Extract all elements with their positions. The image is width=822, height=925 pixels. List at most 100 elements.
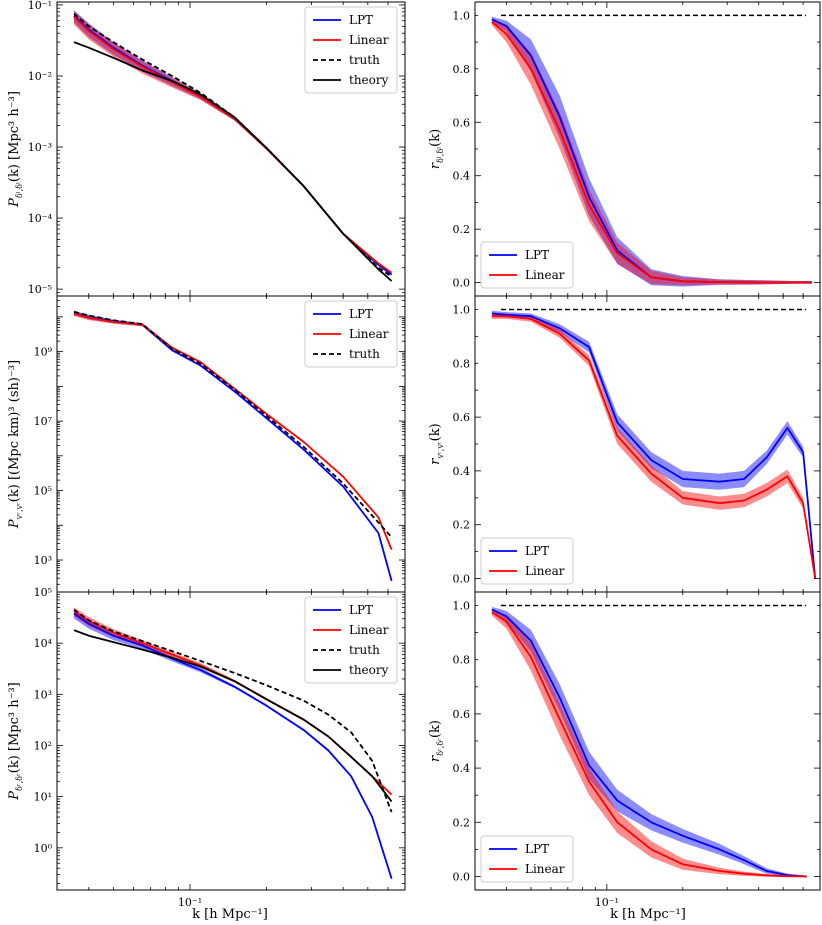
y-axis-label: Pδˡ,δˡ(k) [Mpc³ h⁻³]: [7, 91, 24, 208]
panel-power-rsd: 10⁻¹ 10⁵ 10⁴ 10³ 10² 10¹ 10⁰ Pδʳ,δʳ(k) [Mpc³ h⁻…: [7, 586, 406, 909]
legend-label-theory: theory: [349, 663, 389, 677]
panel-corr-rsd: 10⁻¹ 0.0 0.2 0.4 0.6 0.8 1.0 rδʳ,δʳ(k) LPT Linear: [428, 591, 821, 909]
legend-label-truth: truth: [349, 347, 380, 361]
y-tick-label: 0.0: [453, 277, 471, 290]
legend-label-lpt: LPT: [525, 248, 549, 262]
plot-area-corr-delta: [491, 14, 812, 287]
band-lpt: [74, 609, 392, 880]
y-axis-label: rδʳ,δʳ(k): [428, 720, 445, 762]
y-tick-label: 10⁵: [34, 586, 52, 599]
legend-label-truth: truth: [349, 643, 380, 657]
y-tick-label: 0.0: [453, 870, 471, 883]
y-tick-label: 0.6: [453, 708, 471, 721]
plot-area-corr-velocity: [491, 308, 817, 579]
series-line-theory: [73, 629, 393, 803]
y-tick-label: 0.2: [453, 519, 471, 532]
band-linear: [74, 607, 392, 796]
y-axis-label-main: r: [428, 755, 443, 762]
panel-corr-velocity: 0.0 0.2 0.4 0.6 0.8 1.0 rvʳ,vʳ(k) LPT Linear: [428, 295, 821, 593]
y-tick-label: 0.0: [453, 573, 471, 586]
panel-power-delta: 10⁻¹ 10⁻² 10⁻³ 10⁻⁴ 10⁻⁵ Pδˡ,δˡ(k) [Mpc³ h⁻³]…: [7, 0, 406, 297]
series-line-truth: [73, 310, 393, 538]
legend-label-linear: Linear: [525, 564, 565, 578]
y-tick-label: 1.0: [453, 9, 471, 22]
y-axis-label: Pδʳ,δʳ(k) [Mpc³ h⁻³]: [7, 682, 24, 800]
y-axis-label-rest: (k) [Mpc³ h⁻³]: [7, 91, 22, 182]
legend-label-theory: theory: [349, 73, 389, 87]
y-tick-label: 10⁹: [34, 346, 53, 359]
y-tick-label: 10⁴: [34, 637, 53, 650]
band-lpt: [491, 16, 812, 287]
x-tick-label: 10⁻¹: [595, 896, 619, 909]
y-tick-label: 10⁻³: [28, 141, 52, 154]
y-tick-label: 0.8: [453, 63, 471, 76]
legend-label-lpt: LPT: [525, 544, 549, 558]
legend: LPT Linear: [480, 537, 574, 585]
y-tick-label: 10⁻¹: [28, 0, 52, 12]
y-axis-label: rvʳ,vʳ(k): [428, 423, 445, 464]
y-axis-label-sub: vʳ,vʳ: [15, 502, 24, 520]
y-axis-label-sub: δʳ,δʳ: [15, 773, 24, 791]
y-tick-label: 0.4: [453, 465, 471, 478]
plot-area-power-rsd: [73, 607, 393, 880]
legend-box: [480, 241, 574, 289]
band-linear: [491, 609, 807, 877]
series-line-lpt: [491, 312, 817, 579]
legend-box: [304, 596, 398, 684]
y-axis-label-rest: (k): [428, 720, 443, 738]
legend: LPT Linear truth theory: [304, 6, 398, 94]
legend: LPT Linear truth: [304, 300, 398, 368]
y-axis-label-rest: (k): [428, 129, 443, 147]
plot-area-power-velocity: [73, 310, 393, 582]
series-line-linear: [491, 611, 807, 878]
y-axis-label-main: P: [7, 791, 22, 801]
y-axis-label: rδˡ,δˡ(k): [428, 129, 445, 169]
axes-frame: [56, 591, 406, 891]
legend-label-truth: truth: [349, 53, 380, 67]
legend-label-linear: Linear: [349, 327, 389, 341]
legend-label-linear: Linear: [525, 268, 565, 282]
legend-box: [304, 300, 398, 368]
legend-label-lpt: LPT: [349, 13, 373, 27]
y-tick-label: 10²: [34, 740, 52, 753]
y-tick-label: 10⁰: [34, 842, 53, 855]
legend-label-linear: Linear: [349, 33, 389, 47]
y-tick-label: 0.2: [453, 816, 471, 829]
y-tick-label: 10¹: [34, 791, 52, 804]
y-tick-label: 10⁻⁴: [28, 212, 53, 225]
legend: LPT Linear: [480, 241, 574, 289]
y-tick-label: 0.8: [453, 357, 471, 370]
y-axis-label-sub: δˡ,δˡ: [15, 182, 24, 198]
legend-label-lpt: LPT: [349, 603, 373, 617]
y-axis-label-sub: δʳ,δʳ: [436, 738, 445, 756]
y-tick-label: 10⁻⁵: [28, 283, 52, 296]
y-axis-label-main: r: [428, 162, 443, 169]
y-axis-label-rest: (k) [(Mpc km)³ (sh)⁻³]: [7, 360, 22, 502]
legend-box: [304, 6, 398, 94]
y-tick-label: 10⁻²: [28, 70, 52, 83]
series-line-linear: [73, 312, 393, 550]
legend: LPT Linear truth theory: [304, 596, 398, 684]
y-axis-label-main: P: [7, 198, 22, 208]
plot-area-corr-rsd: [491, 604, 807, 878]
series-line-linear: [491, 315, 817, 579]
series-line-truth: [73, 608, 393, 813]
y-tick-label: 10⁷: [34, 415, 53, 428]
y-axis-label-sub: vʳ,vʳ: [436, 441, 445, 459]
legend-box: [480, 537, 574, 585]
y-axis-label-sub: δˡ,δˡ: [436, 147, 445, 163]
x-axis-label-left: k [h Mpc⁻¹]: [192, 907, 268, 922]
series-line-lpt: [491, 608, 807, 878]
panel-power-velocity: 10⁹ 10⁷ 10⁵ 10³ Pvʳ,vʳ(k) [(Mpc km)³ (sh)⁻³]…: [7, 295, 406, 593]
series-line-lpt: [73, 612, 393, 879]
y-tick-label: 0.4: [453, 762, 471, 775]
band-linear: [491, 18, 812, 286]
band-linear: [74, 10, 392, 274]
legend-label-linear: Linear: [525, 862, 565, 876]
x-axis-label-right: k [h Mpc⁻¹]: [610, 907, 686, 922]
panel-corr-delta: 0.0 0.2 0.4 0.6 0.8 1.0 rδˡ,δˡ(k) LPT Linear: [428, 1, 821, 297]
y-tick-label: 0.6: [453, 411, 471, 424]
y-axis-label-main: P: [7, 519, 22, 529]
